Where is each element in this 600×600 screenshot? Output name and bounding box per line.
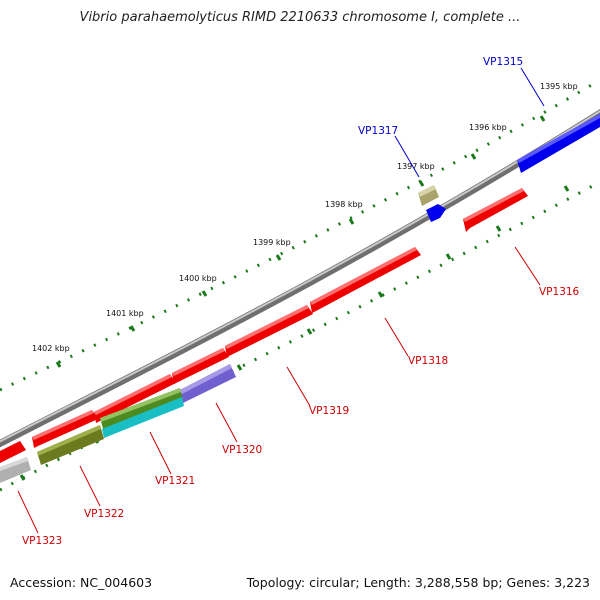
gene-vp1317[interactable] bbox=[426, 204, 446, 222]
tick-label: 1400 kbp bbox=[179, 274, 217, 283]
tick-label: 1397 kbp bbox=[397, 162, 435, 171]
gene-vp1320-upper[interactable] bbox=[94, 374, 176, 423]
gene-label-vp1323[interactable]: VP1323 bbox=[22, 535, 62, 547]
gene-vp1319[interactable] bbox=[172, 348, 229, 384]
gene-label-vp1320[interactable]: VP1320 bbox=[222, 444, 262, 456]
gene-label-vp1318[interactable]: VP1318 bbox=[408, 355, 448, 367]
outer-tick-ruler bbox=[0, 78, 600, 392]
gene-label-vp1321[interactable]: VP1321 bbox=[155, 475, 195, 487]
tick-label: 1402 kbp bbox=[32, 344, 70, 353]
gene-vp1316[interactable] bbox=[463, 188, 528, 232]
gene-vp1318b[interactable] bbox=[225, 305, 313, 357]
gene-vp1323-upper[interactable] bbox=[0, 441, 26, 463]
accession-label: Accession: NC_004603 bbox=[10, 575, 153, 590]
tick-labels: 1395 kbp 1396 kbp 1397 kbp 1398 kbp 1399… bbox=[32, 82, 578, 353]
gene-label-vp1317[interactable]: VP1317 bbox=[358, 125, 398, 137]
chromosome-backbone bbox=[0, 108, 600, 448]
gene-vp1322-upper[interactable] bbox=[32, 410, 98, 448]
tick-label: 1401 kbp bbox=[106, 309, 144, 318]
gene-vp1320[interactable] bbox=[178, 364, 236, 403]
gene-vp1322[interactable] bbox=[37, 425, 104, 465]
tick-label: 1396 kbp bbox=[469, 123, 507, 132]
gene-label-vp1315[interactable]: VP1315 bbox=[483, 56, 523, 68]
gene-vp1318[interactable] bbox=[310, 247, 421, 313]
gene-vp1321[interactable] bbox=[100, 388, 184, 438]
label-leaders bbox=[17, 67, 545, 534]
gene-label-vp1322[interactable]: VP1322 bbox=[84, 508, 124, 520]
tick-label: 1399 kbp bbox=[253, 238, 291, 247]
gene-vp1315[interactable] bbox=[517, 114, 600, 173]
gene-label-vp1319[interactable]: VP1319 bbox=[309, 405, 349, 417]
gene-labels: VP1315 VP1316 VP1317 VP1318 VP1319 VP132… bbox=[22, 56, 580, 547]
gene-vp1323[interactable] bbox=[0, 457, 31, 483]
genome-summary: Topology: circular; Length: 3,288,558 bp… bbox=[246, 575, 590, 590]
gene-label-vp1316[interactable]: VP1316 bbox=[539, 286, 580, 298]
chromosome-backbone-highlight bbox=[0, 109, 600, 443]
tick-label: 1398 kbp bbox=[325, 200, 363, 209]
outer-major-ticks bbox=[55, 115, 546, 368]
tick-label: 1395 kbp bbox=[540, 82, 578, 91]
gene-vp1317-upper[interactable] bbox=[418, 185, 439, 206]
map-title: Vibrio parahaemolyticus RIMD 2210633 chr… bbox=[79, 10, 521, 25]
